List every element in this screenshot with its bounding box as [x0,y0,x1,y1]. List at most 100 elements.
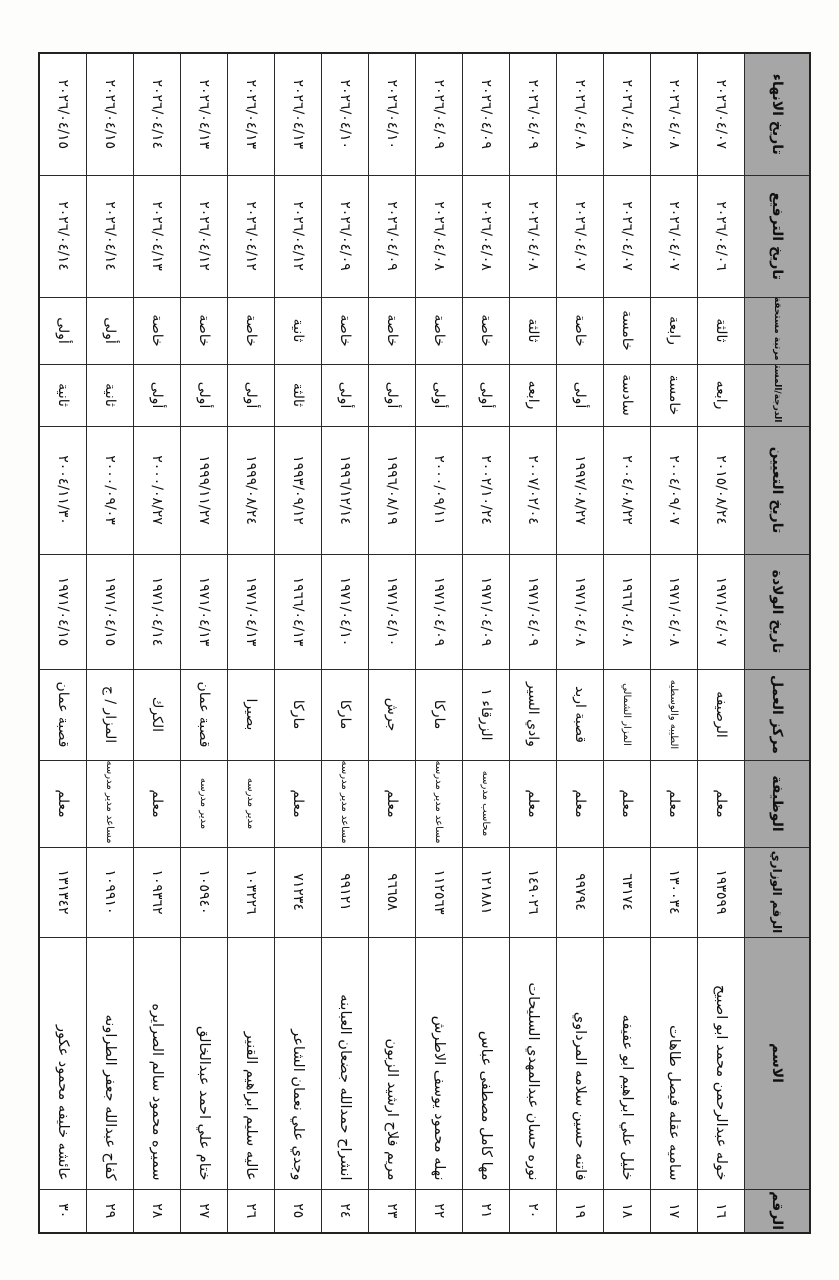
cell-ministry-number: ١٣٠٠٣٤ [650,847,698,937]
cell-grade: أولى [556,364,604,426]
cell-birth-date: ١٩٧١/٠٤/١٥ [86,554,134,669]
table-row: ١٦ خوله عبدالرحمن محمد ابو اصبيح ١٩٣٥٩٩ معل… [697,53,745,1233]
cell-appointment-date: ١٩٩٧/٠٨/٢٧ [556,426,604,554]
table-row: ٢٨ سميره محمود سالم الصرايره ١٠٩٣٦٢ معلم الك… [133,53,181,1233]
cell-work-center: ماركا [415,669,463,760]
cell-appointment-date: ١٩٩٦/٠٨/١٩ [368,426,416,554]
cell-name: فاتنه حسين سلامه المرداوي [556,937,604,1189]
cell-grade: أولى [227,364,275,426]
cell-job: محاسب مدرسه [462,760,510,847]
cell-name: ساميه عقله فيصل طاهات [650,937,698,1189]
cell-end-date: ٢٠٢٦/٠٤/١٠ [321,53,369,175]
header-number: الرقم [744,1189,810,1233]
cell-appointment-date: ٢٠٠٤/١١/٣٠ [39,426,87,554]
cell-end-date: ٢٠٢٦/٠٤/٠٨ [650,53,698,175]
cell-name: نهله محمود يوسف الاطرش [415,937,463,1189]
header-row: الرقم الاسم الرقم الوزاري الوظيفة مركز ا… [744,53,810,1233]
cell-work-center: ماركا [274,669,322,760]
header-name: الاسم [744,937,810,1189]
cell-work-center: قصبة عمان [39,669,87,760]
cell-number: ٢٠ [509,1189,557,1233]
cell-appointment-date: ٢٠٠٤/٠٨/٢٢ [603,426,651,554]
cell-number: ٢٩ [86,1189,134,1233]
cell-grade: خامسة [650,364,698,426]
cell-birth-date: ١٩٦٦/٠٤/١٣ [274,554,322,669]
cell-ministry-number: ١٩٣٥٩٩ [697,847,745,937]
cell-work-center: جرش [368,669,416,760]
cell-promotion-date: ٢٠٢٦/٠٤/١٢ [227,175,275,297]
cell-promotion-date: ٢٠٢٦/٠٤/١٢ [180,175,228,297]
cell-promotion-date: ٢٠٢٦/٠٤/٠٨ [415,175,463,297]
cell-appointment-date: ٢٠٠٠/٠٩/٠٣ [86,426,134,554]
header-ministry-number: الرقم الوزاري [744,847,810,937]
cell-rank: خاصة [556,297,604,364]
cell-rank: خاصة [321,297,369,364]
cell-grade: أولى [368,364,416,426]
cell-rank: خاصة [133,297,181,364]
header-grade: الدرجة/المستحقة [744,364,810,426]
cell-work-center: المزار الشمالي [603,669,651,760]
cell-grade: ثانية [86,364,134,426]
cell-rank: رابعة [650,297,698,364]
cell-appointment-date: ١٩٩٦/١٢/١٤ [321,426,369,554]
table-row: ٢٣ مريم فلاح ارشيد الزبون ٩٦٦٥٨ معلم جرش ١٩٧١… [368,53,416,1233]
cell-rank: أولى [86,297,134,364]
cell-rank: أولى [39,297,87,364]
cell-promotion-date: ٢٠٢٦/٠٤/٠٧ [556,175,604,297]
cell-appointment-date: ٢٠٠٧/٠٢/٠٤ [509,426,557,554]
cell-number: ٣٠ [39,1189,87,1233]
cell-birth-date: ١٩٧١/٠٤/١٣ [180,554,228,669]
cell-promotion-date: ٢٠٢٦/٠٤/٠٧ [603,175,651,297]
cell-appointment-date: ٢٠٠٠/٠٩/١١ [415,426,463,554]
cell-work-center: الطيبه والوسطيه [650,669,698,760]
cell-job: معلم [650,760,698,847]
cell-birth-date: ١٩٧١/٠٤/٠٩ [462,554,510,669]
cell-birth-date: ١٩٧١/٠٤/١٠ [321,554,369,669]
cell-appointment-date: ٢٠٠٤/٠٩/٠٧ [650,426,698,554]
table-row: ١٧ ساميه عقله فيصل طاهات ١٣٠٠٣٤ معلم الطيبه … [650,53,698,1233]
cell-name: كفاح عبدالله جعفر الطراونه [86,937,134,1189]
cell-work-center: قصبة اربد [556,669,604,760]
cell-birth-date: ١٩٦٦/٠٤/٠٨ [603,554,651,669]
cell-work-center: ماركا [321,669,369,760]
cell-job: مساعد مدير مدرسه [415,760,463,847]
cell-grade: سادسة [603,364,651,426]
cell-number: ٢٧ [180,1189,228,1233]
cell-birth-date: ١٩٧١/٠٤/١٥ [39,554,87,669]
cell-ministry-number: ٦٣١٧٤ [603,847,651,937]
cell-work-center: قصبة عمان [180,669,228,760]
cell-grade: ثالثة [274,364,322,426]
cell-job: معلم [603,760,651,847]
table-row: ١٨ خليل علي ابراهيم ابو عفيفه ٦٣١٧٤ معلم الم… [603,53,651,1233]
header-appointment-date: تاريخ التعيين [744,426,810,554]
cell-job: معلم [368,760,416,847]
cell-appointment-date: ٢٠٠٠/٠٨/٢٧ [133,426,181,554]
table-row: ٢٩ كفاح عبدالله جعفر الطراونه ١٠٩٩١٠ مساعد … [86,53,134,1233]
cell-birth-date: ١٩٧١/٠٤/٠٨ [650,554,698,669]
cell-number: ٢٢ [415,1189,463,1233]
cell-ministry-number: ٩٩٧٩٤ [556,847,604,937]
cell-number: ٢٦ [227,1189,275,1233]
cell-ministry-number: ١١٢٥٦٣ [415,847,463,937]
cell-grade: رابعه [509,364,557,426]
cell-birth-date: ١٩٧١/٠٤/٠٨ [556,554,604,669]
cell-rank: خاصة [462,297,510,364]
cell-job: معلم [509,760,557,847]
cell-grade: أولى [133,364,181,426]
table-row: ٢٢ نهله محمود يوسف الاطرش ١١٢٥٦٣ مساعد مدير… [415,53,463,1233]
cell-grade: أولى [321,364,369,426]
cell-ministry-number: ١٠٥٩٤٠ [180,847,228,937]
cell-work-center: وادي السير [509,669,557,760]
cell-name: سميره محمود سالم الصرايره [133,937,181,1189]
cell-rank: خاصة [227,297,275,364]
cell-ministry-number: ١٠٣٢٢٦ [227,847,275,937]
cell-job: معلم [697,760,745,847]
cell-birth-date: ١٩٧١/٠٤/١٠ [368,554,416,669]
cell-name: خوله عبدالرحمن محمد ابو اصبيح [697,937,745,1189]
cell-rank: خاصة [180,297,228,364]
cell-ministry-number: ٧١٢٣٤ [274,847,322,937]
cell-end-date: ٢٠٢٦/٠٤/١٣ [227,53,275,175]
cell-promotion-date: ٢٠٢٦/٠٤/٠٩ [321,175,369,297]
cell-ministry-number: ١٤٩٠٢٦ [509,847,557,937]
header-work-center: مركز العمل [744,669,810,760]
